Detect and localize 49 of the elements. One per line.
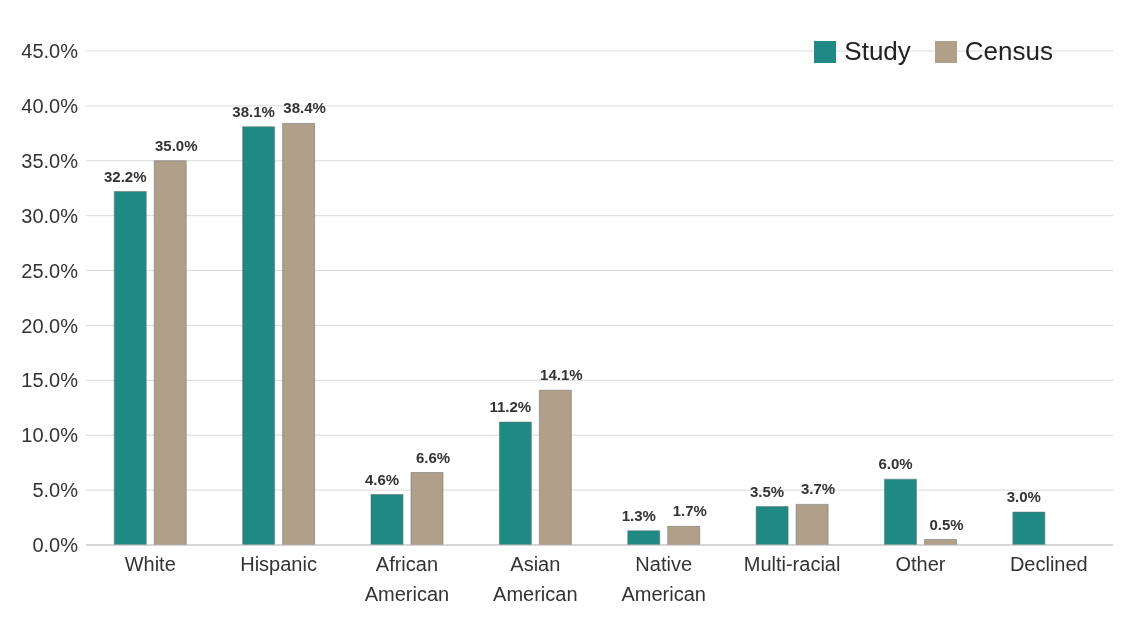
bar (795, 504, 829, 545)
bar (539, 389, 572, 545)
x-tick-label: Asian American (493, 553, 578, 605)
legend-label: Census (963, 36, 1053, 67)
y-tick-label: 5.0% (32, 479, 79, 502)
bar (884, 478, 917, 545)
bar (627, 530, 660, 545)
x-tick-label: White (124, 553, 176, 575)
data-label: 32.2% (103, 167, 147, 185)
bar (410, 472, 444, 545)
bar (1012, 511, 1046, 545)
data-label: 38.1% (232, 102, 275, 120)
y-tick-label: 0.0% (32, 534, 79, 557)
x-tick-label: Native American (621, 553, 706, 605)
bar (113, 191, 147, 545)
data-label: 3.0% (1006, 488, 1041, 506)
data-label: 3.5% (750, 482, 785, 500)
y-tick-label: 25.0% (21, 259, 79, 282)
x-tick-label: Hispanic (240, 553, 317, 575)
y-tick-label: 20.0% (21, 314, 79, 337)
data-label: 6.0% (878, 455, 913, 473)
y-tick-label: 10.0% (21, 424, 79, 447)
y-tick-label: 45.0% (21, 40, 79, 63)
bar (242, 126, 275, 545)
y-tick-label: 15.0% (21, 369, 79, 392)
y-tick-label: 35.0% (21, 149, 79, 172)
x-tick-label: Multi-racial (743, 553, 841, 575)
bar (282, 123, 315, 545)
bar (667, 526, 700, 545)
data-label: 1.7% (672, 502, 707, 520)
y-tick-label: 30.0% (21, 204, 79, 227)
data-label: 11.2% (489, 398, 532, 416)
data-label: 4.6% (364, 470, 400, 488)
data-label: 0.5% (929, 515, 964, 533)
x-tick-label: African American (364, 553, 450, 605)
bar (499, 421, 532, 545)
x-tick-label: Other (895, 553, 946, 575)
legend-label: Study (843, 36, 911, 67)
data-label: 3.7% (801, 480, 836, 498)
data-label: 1.3% (621, 506, 656, 524)
data-label: 14.1% (540, 366, 583, 384)
bar (370, 494, 404, 545)
data-label: 38.4% (283, 99, 326, 117)
x-tick-label: Declined (1009, 553, 1088, 575)
bar (755, 506, 789, 545)
y-tick-label: 40.0% (21, 94, 79, 117)
data-label: 35.0% (154, 136, 198, 154)
data-label: 6.6% (415, 448, 451, 466)
bar (153, 160, 187, 545)
